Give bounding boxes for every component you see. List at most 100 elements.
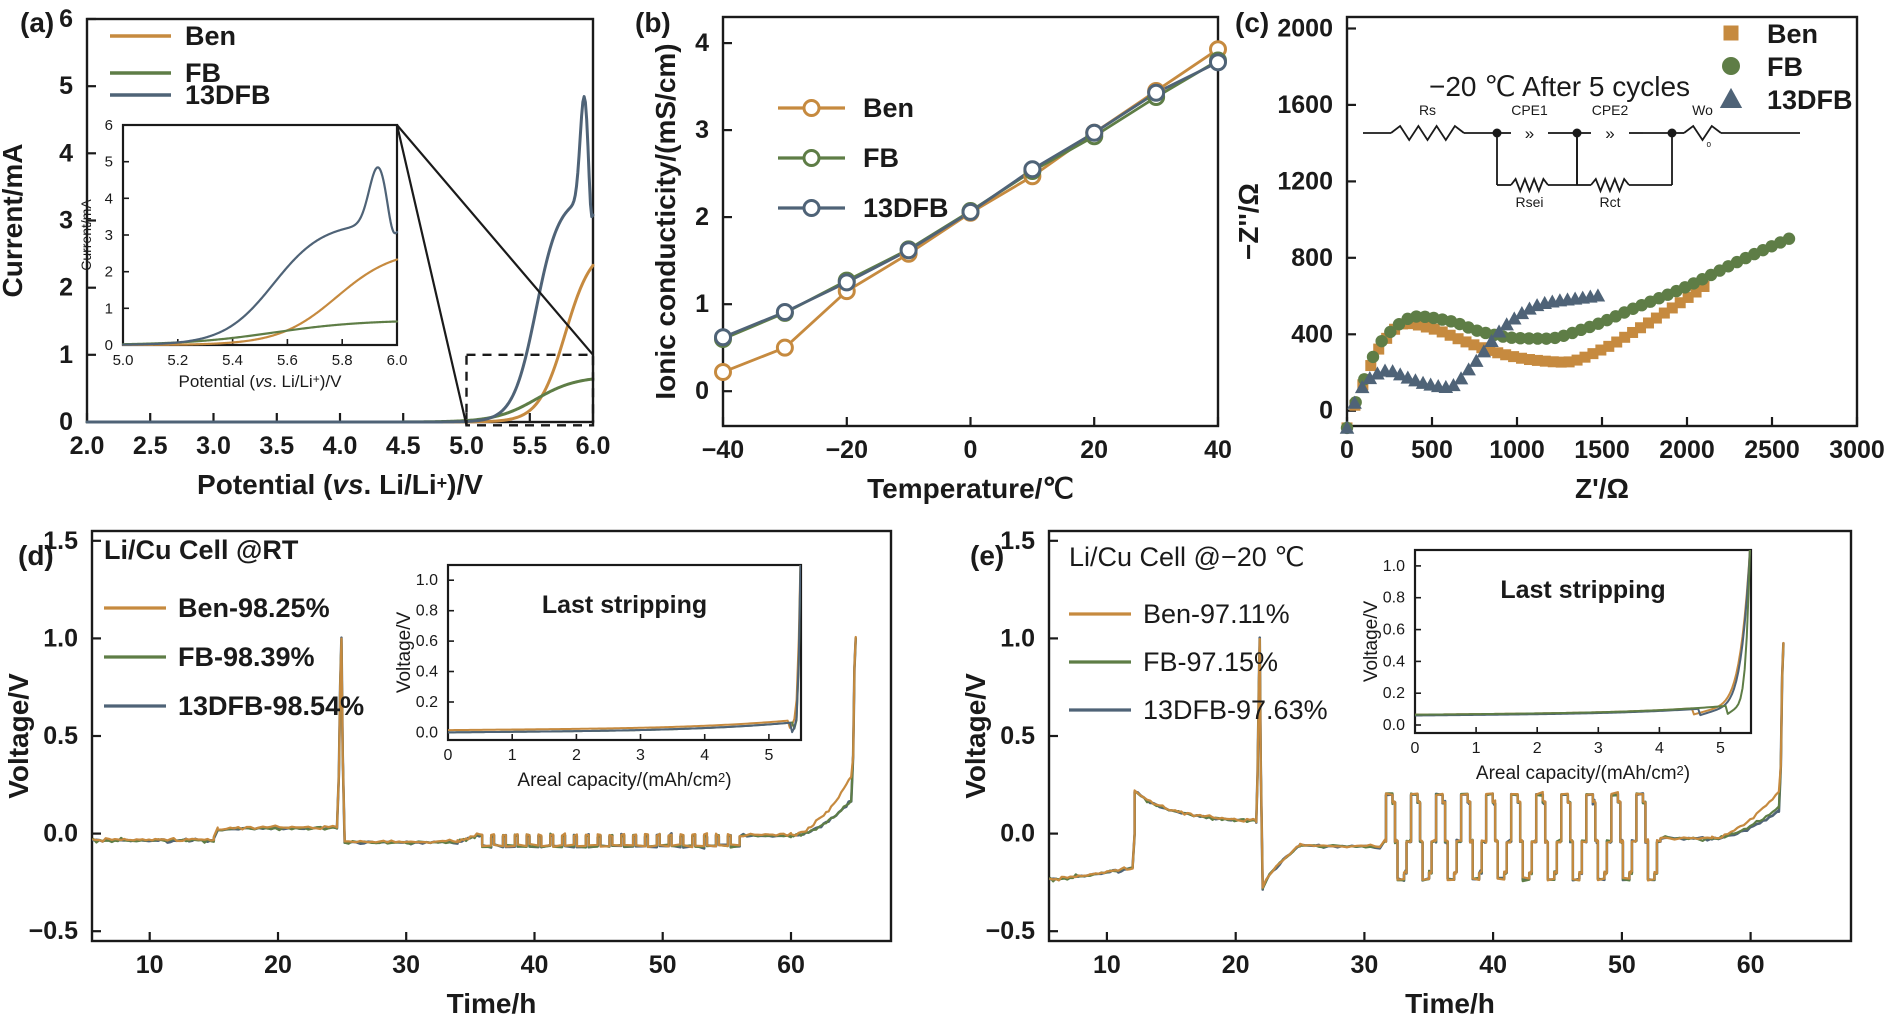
svg-text:2.5: 2.5	[133, 432, 168, 460]
svg-text:800: 800	[1291, 244, 1333, 272]
svg-text:0: 0	[964, 436, 978, 464]
svg-text:0.4: 0.4	[416, 664, 438, 681]
svg-text:2000: 2000	[1277, 15, 1333, 43]
svg-text:(e): (e)	[970, 540, 1004, 571]
svg-text:FB-97.15%: FB-97.15%	[1143, 647, 1278, 677]
svg-text:(b): (b)	[635, 7, 671, 38]
svg-text:400: 400	[1291, 320, 1333, 348]
svg-text:Z'/Ω: Z'/Ω	[1575, 473, 1629, 504]
svg-text:5.5: 5.5	[512, 432, 547, 460]
svg-text:5.0: 5.0	[113, 352, 134, 369]
svg-text:Wo: Wo	[1692, 102, 1713, 118]
svg-text:2: 2	[572, 747, 581, 764]
svg-text:Ben: Ben	[1767, 19, 1818, 49]
svg-text:40: 40	[1204, 436, 1232, 464]
svg-text:0: 0	[1411, 740, 1420, 757]
svg-text:1.0: 1.0	[1000, 624, 1035, 652]
svg-text:Voltage/V: Voltage/V	[3, 673, 34, 799]
svg-text:Voltage/V: Voltage/V	[1361, 601, 1382, 683]
svg-text:3000: 3000	[1829, 436, 1884, 464]
svg-text:50: 50	[1608, 951, 1636, 979]
svg-text:0.6: 0.6	[1383, 622, 1405, 639]
svg-text:0: 0	[105, 337, 113, 354]
svg-text:13DFB-97.63%: 13DFB-97.63%	[1143, 695, 1328, 725]
svg-text:FB: FB	[863, 143, 899, 173]
svg-text:60: 60	[1737, 951, 1765, 979]
svg-text:50: 50	[649, 951, 677, 979]
svg-text:3: 3	[105, 227, 113, 244]
svg-text:2: 2	[695, 203, 709, 231]
svg-text:30: 30	[1350, 951, 1378, 979]
svg-text:−20: −20	[826, 436, 868, 464]
svg-text:0.2: 0.2	[1383, 685, 1405, 702]
svg-text:5: 5	[59, 72, 73, 100]
svg-text:1: 1	[695, 290, 709, 318]
svg-text:5.4: 5.4	[222, 352, 243, 369]
svg-text:20: 20	[1222, 951, 1250, 979]
svg-text:Last stripping: Last stripping	[1500, 576, 1665, 604]
svg-text:−0.5: −0.5	[29, 917, 78, 945]
svg-text:3: 3	[59, 207, 73, 235]
svg-text:10: 10	[136, 951, 164, 979]
svg-text:CPE2: CPE2	[1592, 102, 1629, 118]
svg-text:0.2: 0.2	[416, 694, 438, 711]
svg-text:1.5: 1.5	[1000, 527, 1035, 555]
svg-text:(d): (d)	[18, 540, 54, 571]
svg-text:1.0: 1.0	[416, 572, 438, 589]
svg-text:1.0: 1.0	[43, 624, 78, 652]
svg-text:Rsei: Rsei	[1515, 194, 1543, 210]
svg-text:6: 6	[59, 5, 73, 33]
svg-text:4: 4	[59, 139, 73, 167]
svg-text:1: 1	[1472, 740, 1481, 757]
svg-text:Current/mA: Current/mA	[78, 199, 94, 271]
svg-text:1: 1	[59, 341, 73, 369]
svg-text:20: 20	[264, 951, 292, 979]
svg-text:0.8: 0.8	[1383, 590, 1405, 607]
svg-text:−40: −40	[702, 436, 744, 464]
svg-text:6: 6	[105, 117, 113, 134]
svg-text:»: »	[1525, 124, 1534, 143]
svg-text:(a): (a)	[20, 7, 54, 38]
svg-text:1: 1	[508, 747, 517, 764]
svg-text:CPE1: CPE1	[1511, 102, 1548, 118]
svg-text:60: 60	[777, 951, 805, 979]
svg-text:1500: 1500	[1574, 436, 1630, 464]
svg-text:Time/h: Time/h	[447, 988, 537, 1016]
svg-text:Voltage/V: Voltage/V	[960, 673, 991, 799]
svg-text:Ionic conducticity/(mS/cm): Ionic conducticity/(mS/cm)	[650, 43, 681, 399]
svg-text:0.5: 0.5	[43, 722, 78, 750]
svg-text:0: 0	[695, 377, 709, 405]
svg-text:0.0: 0.0	[43, 820, 78, 848]
svg-text:2: 2	[59, 274, 73, 302]
svg-text:40: 40	[521, 951, 549, 979]
svg-text:Areal capacity/(mAh/cm2): Areal capacity/(mAh/cm2)	[1476, 763, 1690, 784]
svg-text:0: 0	[1319, 397, 1333, 425]
svg-text:Li/Cu Cell @RT: Li/Cu Cell @RT	[104, 535, 299, 565]
svg-text:500: 500	[1411, 436, 1453, 464]
svg-text:5: 5	[105, 154, 113, 171]
svg-text:5.8: 5.8	[332, 352, 353, 369]
svg-text:Rs: Rs	[1419, 102, 1436, 118]
svg-text:4: 4	[1655, 740, 1664, 757]
svg-text:Time/h: Time/h	[1405, 988, 1495, 1016]
svg-text:0.0: 0.0	[1383, 717, 1405, 734]
svg-text:Last stripping: Last stripping	[542, 591, 707, 619]
svg-text:13DFB: 13DFB	[1767, 85, 1853, 115]
svg-text:»: »	[1605, 124, 1614, 143]
svg-text:1: 1	[105, 300, 113, 317]
svg-text:Ben: Ben	[863, 93, 914, 123]
svg-text:2: 2	[1533, 740, 1542, 757]
svg-text:20: 20	[1080, 436, 1108, 464]
svg-text:0: 0	[444, 747, 453, 764]
svg-text:Ben-97.11%: Ben-97.11%	[1143, 599, 1290, 629]
svg-text:4: 4	[695, 29, 709, 57]
svg-text:0.0: 0.0	[1000, 820, 1035, 848]
svg-text:5.0: 5.0	[449, 432, 484, 460]
svg-text:−20 ℃ After 5 cycles: −20 ℃ After 5 cycles	[1429, 71, 1690, 102]
svg-text:3.5: 3.5	[259, 432, 294, 460]
svg-text:1000: 1000	[1489, 436, 1545, 464]
svg-text:Current/mA: Current/mA	[0, 143, 28, 297]
svg-text:FB: FB	[1767, 52, 1803, 82]
svg-text:Ben: Ben	[185, 21, 236, 51]
svg-text:40: 40	[1479, 951, 1507, 979]
